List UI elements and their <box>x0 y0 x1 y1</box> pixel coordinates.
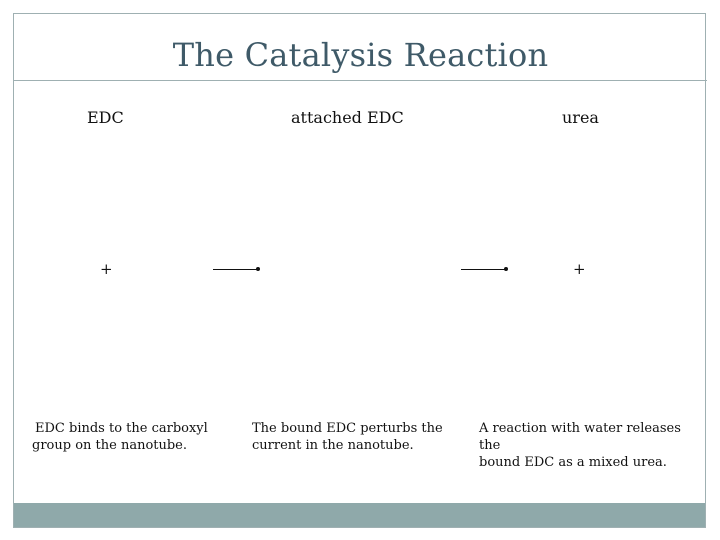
label-attached-edc: attached EDC <box>291 108 404 127</box>
footer-bar <box>14 503 705 527</box>
reaction-arrow-1 <box>213 267 260 271</box>
title-divider <box>14 80 707 81</box>
label-urea: urea <box>562 108 599 127</box>
caption-edc-line-2: group on the nanotube. <box>32 438 188 453</box>
caption-urea: A reaction with water releases the bound… <box>479 420 705 471</box>
slide: The Catalysis Reaction EDC attached EDC … <box>13 13 707 528</box>
caption-attached-line-2: current in the nanotube. <box>252 438 414 453</box>
plus-sign-left: + <box>100 260 113 278</box>
plus-sign-right: + <box>573 260 586 278</box>
reaction-arrow-2 <box>461 267 508 271</box>
caption-urea-line-2: bound EDC as a mixed urea. <box>479 455 667 470</box>
label-edc: EDC <box>87 108 124 127</box>
caption-urea-line-1: A reaction with water releases the <box>479 421 681 453</box>
slide-title: The Catalysis Reaction <box>172 36 549 74</box>
caption-edc: EDC binds to the carboxyl group on the n… <box>32 420 208 454</box>
caption-attached-edc: The bound EDC perturbs the current in th… <box>252 420 443 454</box>
caption-attached-line-1: The bound EDC perturbs the <box>252 421 443 436</box>
caption-edc-line-1: EDC binds to the carboxyl <box>35 421 208 436</box>
